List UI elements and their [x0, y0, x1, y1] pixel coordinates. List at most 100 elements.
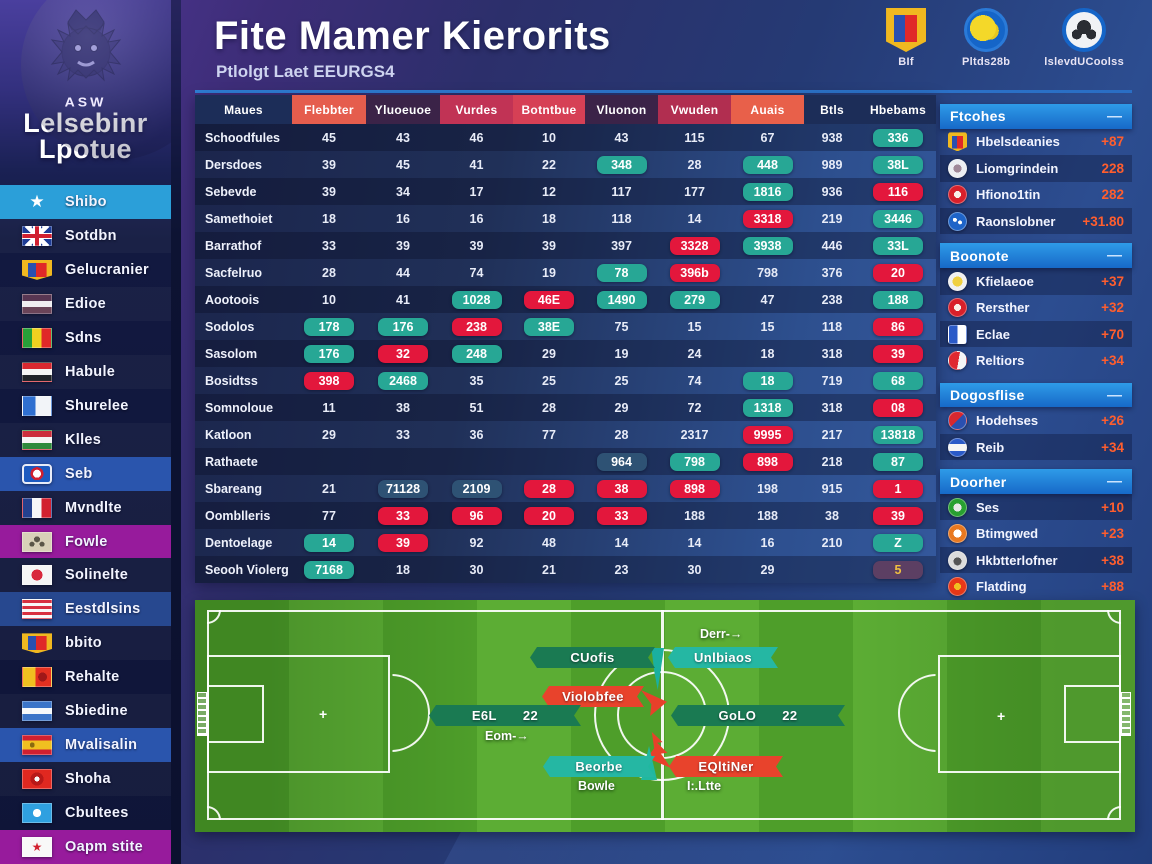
panel-header-doorher[interactable]: Doorher — — [940, 469, 1132, 494]
top-badge-pltds28b: Pltds28b — [962, 8, 1010, 68]
panel-minimize-button[interactable]: — — [1107, 247, 1122, 265]
panel-minimize-button[interactable]: — — [1107, 386, 1122, 404]
table-row[interactable]: Barrathof 33 39 39 39 397 3328 3938 446 33L — [195, 232, 936, 259]
leader-value: +87 — [1101, 134, 1124, 150]
table-row[interactable]: Katloon 29 33 36 77 28 2317 9995 217 13818 — [195, 421, 936, 448]
leader-item-hfiono1tin[interactable]: Hfiono1tin 282 — [940, 182, 1132, 208]
leader-item-ses[interactable]: Ses +10 — [940, 494, 1132, 521]
leader-item-rersther[interactable]: Rersther +32 — [940, 295, 1132, 321]
stat-cell — [292, 448, 366, 475]
panel-header-dogosflise[interactable]: Dogosflise — — [940, 382, 1132, 408]
sidebar-item-habule[interactable]: Habule — [0, 355, 171, 389]
stat-cell: 3446 — [860, 205, 936, 232]
column-header-flebbter[interactable]: Flebbter — [292, 95, 366, 124]
sidebar-item-oapm-stite[interactable]: ★ Oapm stite — [0, 830, 171, 864]
row-name-cell: Sodolos — [205, 319, 255, 334]
column-header-hbebams[interactable]: Hbebams — [860, 95, 936, 124]
stat-cell: 18 — [542, 211, 556, 226]
column-header-botntbue[interactable]: Botntbue — [513, 95, 585, 124]
table-row[interactable]: Sbareang 21 71128 2109 28 38 898 198 915 1 — [195, 475, 936, 502]
table-row[interactable]: Aootoois 10 41 1028 46E 1490 279 47 238 188 — [195, 286, 936, 313]
leader-item-reib[interactable]: Reib +34 — [940, 433, 1132, 461]
leader-item-kfielaeoe[interactable]: Kfielaeoe +37 — [940, 268, 1132, 295]
leader-item-flatding[interactable]: Flatding +88 — [940, 573, 1132, 599]
sidebar-item-mvndlte[interactable]: Mvndlte — [0, 491, 171, 525]
stat-cell: 86 — [860, 313, 936, 340]
table-row[interactable]: Sacfelruo 28 44 74 19 78 396b 798 376 20 — [195, 259, 936, 286]
table-row[interactable]: Sodolos 178 176 238 38E 75 15 15 118 86 — [195, 313, 936, 340]
sidebar-item-gelucranier[interactable]: Gelucranier — [0, 253, 171, 287]
column-header-auais[interactable]: Auais — [731, 95, 804, 124]
leader-item-hbelsdeanies[interactable]: Hbelsdeanies +87 — [940, 129, 1132, 155]
column-header-maues[interactable]: Maues — [195, 95, 292, 124]
table-row[interactable]: Somnoloue 11 38 51 28 29 72 1318 318 08 — [195, 394, 936, 421]
stat-cell: 14 — [292, 529, 366, 556]
stat-cell: 23 — [614, 562, 629, 577]
stat-cell: 78 — [585, 259, 658, 286]
leader-item-eclae[interactable]: Eclae +70 — [940, 320, 1132, 348]
sidebar-item-cbultees[interactable]: Cbultees — [0, 796, 171, 830]
sidebar-item-sbiedine[interactable]: Sbiedine — [0, 694, 171, 728]
stat-cell: 898 — [731, 448, 804, 475]
panel-minimize-button[interactable]: — — [1107, 473, 1122, 491]
table-row[interactable]: Dentoelage 14 39 92 48 14 14 16 210 Z — [195, 529, 936, 556]
stat-cell: 18 — [760, 346, 775, 361]
table-row[interactable]: Sasolom 176 32 248 29 19 24 18 318 39 — [195, 340, 936, 367]
table-row[interactable]: Oomblleris 77 33 96 20 33 188 188 38 39 — [195, 502, 936, 529]
table-row[interactable]: Sebevde 39 34 17 12 117 177 1816 936 116 — [195, 178, 936, 205]
stat-cell: 116 — [860, 178, 936, 205]
sidebar-item-sotdbn[interactable]: Sotdbn — [0, 219, 171, 253]
pitch-banner-cuofis: CUofis — [530, 647, 655, 668]
column-header-vwuden[interactable]: Vwuden — [658, 95, 731, 124]
sidebar-item-shurelee[interactable]: Shurelee — [0, 389, 171, 423]
uk-flag-icon — [22, 225, 52, 246]
panel-header-ftcohes[interactable]: Ftcohes — — [940, 104, 1132, 129]
pitch-right-goal — [1121, 692, 1131, 736]
sidebar-item-rehalte[interactable]: Rehalte — [0, 660, 171, 694]
stat-cell: 33L — [860, 232, 936, 259]
sidebar-item-eestdlsins[interactable]: Eestdlsins — [0, 592, 171, 627]
table-row[interactable]: Samethoiet 18 16 16 18 118 14 3318 219 3446 — [195, 205, 936, 232]
stat-cell: 2317 — [680, 427, 709, 442]
column-header-vurdes[interactable]: Vurdes — [440, 95, 513, 124]
stat-cell: 30 — [469, 562, 484, 577]
table-row[interactable]: Rathaete 964 798 898 218 87 — [195, 448, 936, 475]
sidebar-item-mvalisalin[interactable]: Mvalisalin — [0, 728, 171, 763]
sidebar-item-solinelte[interactable]: Solinelte — [0, 558, 171, 592]
leader-item-btimgwed[interactable]: Btimgwed +23 — [940, 520, 1132, 546]
stat-badge-teal: 798 — [669, 452, 720, 471]
column-header-vluonon[interactable]: Vluonon — [585, 95, 658, 124]
leader-item-hkbtterlofner[interactable]: Hkbtterlofner +38 — [940, 546, 1132, 574]
stat-cell: 3938 — [731, 232, 804, 259]
panel-minimize-button[interactable]: — — [1107, 107, 1122, 125]
stat-cell: 68 — [860, 367, 936, 394]
pitch-label-i-ltte: I:.Ltte — [687, 779, 722, 793]
sidebar-item-sdns[interactable]: Sdns — [0, 321, 171, 355]
stat-badge-teal: 87 — [873, 452, 923, 471]
leader-item-hodehses[interactable]: Hodehses +26 — [940, 407, 1132, 433]
france-flag-icon — [22, 497, 52, 518]
stat-badge-teal: 1028 — [451, 290, 502, 309]
table-row[interactable]: Schoodfules 45 43 46 10 43 115 67 938 336 — [195, 124, 936, 151]
sidebar-item-fowle[interactable]: Fowle — [0, 524, 171, 559]
table-row[interactable]: Bosidtss 398 2468 35 25 25 74 18 719 68 — [195, 367, 936, 394]
circle-redwhite-icon — [948, 351, 967, 371]
panel-header-boonote[interactable]: Boonote — — [940, 243, 1132, 269]
league-logo-block: ASW Lelsebinr Lpotue — [0, 0, 171, 185]
sidebar-item-seb[interactable]: Seb — [0, 456, 171, 491]
table-row[interactable]: Dersdoes 39 45 41 22 348 28 448 989 38L — [195, 151, 936, 178]
sidebar-item-edioe[interactable]: Edioe — [0, 287, 171, 321]
pitch-corner-arc — [1107, 806, 1121, 820]
table-row[interactable]: Seooh Violerg 7168 18 30 21 23 30 29 5 — [195, 556, 936, 583]
leader-item-liomgrindein[interactable]: Liomgrindein 228 — [940, 155, 1132, 182]
pitch-banner-golo: GoLO 22 — [671, 705, 845, 726]
sidebar-item-klles[interactable]: Klles — [0, 423, 171, 457]
sidebar-item-bbito[interactable]: bbito — [0, 626, 171, 660]
leader-item-raonslobner[interactable]: Raonslobner +31.80 — [940, 207, 1132, 235]
column-header-yluoeuoe[interactable]: Yluoeuoe — [366, 95, 440, 124]
stat-cell — [513, 448, 585, 475]
sidebar-item-shoha[interactable]: Shoha — [0, 762, 171, 796]
column-header-btls[interactable]: Btls — [804, 95, 860, 124]
leader-item-reltiors[interactable]: Reltiors +34 — [940, 347, 1132, 373]
sidebar-item-shibo[interactable]: ★ Shibo — [0, 185, 171, 219]
